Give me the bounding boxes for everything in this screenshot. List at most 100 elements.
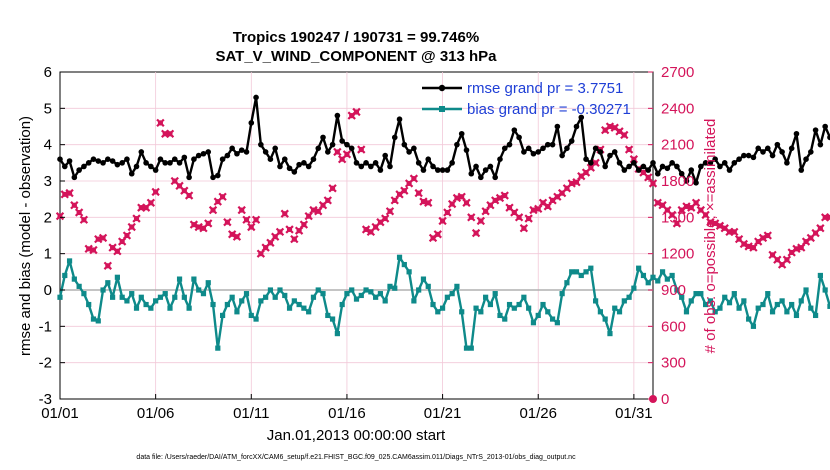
bias-point	[119, 294, 125, 300]
bias-point	[626, 294, 632, 300]
bias-point	[693, 291, 699, 297]
obs-point	[701, 210, 710, 220]
obs-point-cross	[98, 233, 108, 243]
rmse-point	[731, 160, 738, 166]
rmse-point	[573, 123, 580, 130]
bias-point	[176, 276, 183, 282]
bias-series	[57, 254, 830, 351]
bias-point	[822, 287, 828, 293]
plot-area	[59, 71, 654, 400]
rmse-point	[822, 123, 828, 130]
tick-label-right: 0	[661, 391, 669, 408]
bias-point	[808, 305, 814, 311]
obs-point	[55, 211, 65, 221]
bias-point	[263, 294, 269, 300]
obs-point-cross	[328, 184, 337, 193]
rmse-point	[506, 141, 513, 148]
rmse-point	[391, 134, 398, 141]
rmse-point	[66, 158, 73, 164]
rmse-point	[301, 160, 307, 166]
rmse-point	[774, 141, 781, 148]
tick-label-x: 01/26	[519, 405, 557, 422]
rmse-point	[411, 145, 417, 152]
rmse-point	[664, 165, 671, 172]
obs-point	[113, 247, 122, 256]
rmse-point	[368, 163, 374, 170]
obs-point-cross	[247, 222, 256, 232]
rmse-point	[779, 149, 785, 155]
rmse-point	[191, 156, 197, 162]
tick-label-right: 1800	[661, 173, 694, 190]
bias-point	[459, 309, 465, 315]
rmse-point	[406, 149, 412, 155]
bias-point	[310, 294, 317, 300]
rmse-point	[286, 165, 293, 172]
obs-point-cross	[667, 210, 677, 220]
bias-point	[473, 305, 479, 311]
rmse-point	[176, 160, 183, 166]
obs-point-cross	[89, 245, 98, 255]
obs-point-cross	[352, 107, 361, 117]
bias-point	[578, 272, 584, 279]
rmse-point	[76, 167, 82, 173]
obs-point	[816, 224, 825, 233]
obs-point	[122, 231, 132, 240]
rmse-point	[793, 130, 800, 137]
obs-point-cross	[218, 192, 227, 201]
rmse-point	[449, 160, 455, 166]
bias-point	[420, 276, 427, 282]
bias-point	[765, 291, 771, 297]
rmse-point	[315, 145, 322, 152]
obs-point-cross	[782, 255, 792, 264]
rmse-point	[325, 149, 331, 155]
bias-point	[549, 316, 556, 322]
rmse-point	[205, 149, 212, 155]
rmse-point	[592, 145, 599, 152]
bias-point	[401, 261, 407, 268]
bias-point	[602, 316, 608, 322]
rmse-point	[755, 145, 762, 152]
obs-point	[777, 260, 787, 269]
rmse-point	[167, 160, 173, 166]
bias-point	[186, 305, 192, 311]
obs-point-cross	[65, 188, 74, 198]
rmse-point	[659, 163, 666, 170]
tick-label-right: 2100	[661, 137, 694, 154]
rmse-point	[152, 167, 159, 173]
bias-point	[612, 305, 618, 311]
bias-point	[559, 291, 565, 297]
tick-label-right: 900	[661, 282, 686, 299]
bias-point	[798, 298, 804, 304]
obs-point-cross	[151, 187, 160, 197]
obs-point-cross	[385, 207, 395, 216]
obs-point	[314, 207, 323, 216]
obs-point-cross	[672, 219, 682, 228]
bias-point	[439, 305, 446, 311]
tick-label-left: 4	[44, 137, 52, 154]
rmse-point	[143, 160, 149, 166]
tick-label-left: 0	[44, 282, 52, 299]
obs-point-cross	[70, 201, 79, 210]
bias-point	[659, 269, 666, 275]
obs-point-cross	[342, 150, 352, 159]
bias-point	[81, 291, 87, 297]
rmse-point	[358, 163, 365, 170]
footnote: data file: /Users/raeder/DAI/ATM_forcXX/…	[136, 454, 576, 461]
rmse-point	[277, 163, 283, 170]
obs-point-cross	[524, 214, 533, 223]
bias-point	[688, 298, 694, 304]
bias-point	[153, 298, 159, 304]
rmse-point	[329, 141, 336, 148]
rmse-point	[81, 163, 87, 170]
tick-label-left: -2	[39, 355, 52, 372]
rmse-point	[109, 158, 116, 164]
obs-point	[691, 198, 701, 207]
bias-point	[296, 301, 302, 308]
bias-point	[545, 309, 551, 315]
bias-point	[129, 291, 135, 297]
tick-label-right: 2400	[661, 100, 694, 117]
bias-point	[148, 305, 154, 311]
bias-point	[234, 309, 240, 315]
obs-point-cross	[251, 215, 261, 224]
